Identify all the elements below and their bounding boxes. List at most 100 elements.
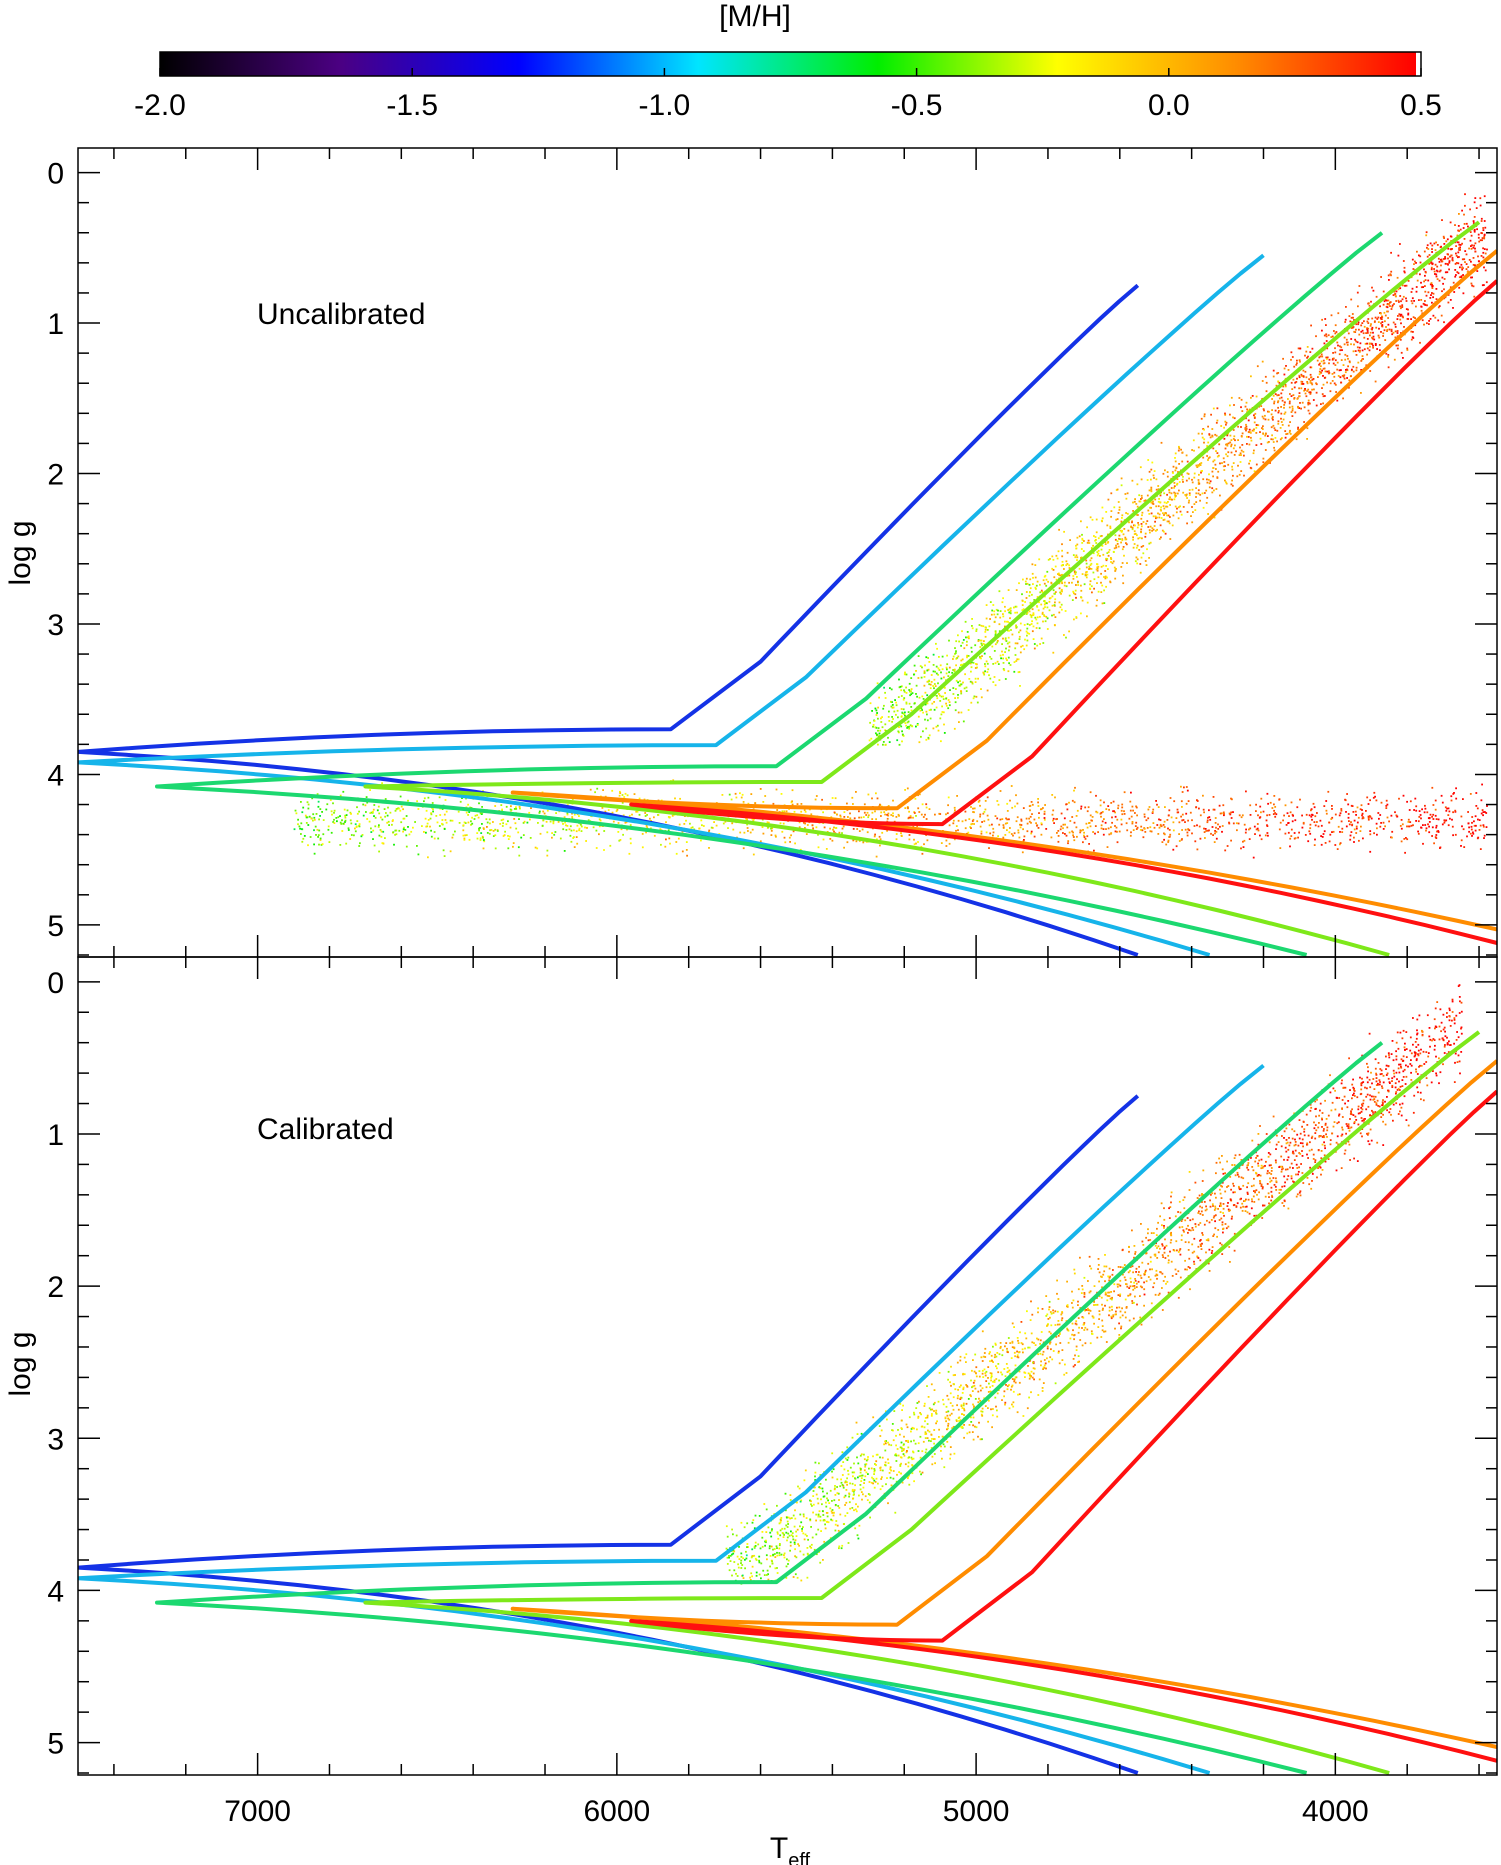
scatter-point bbox=[1419, 255, 1422, 258]
scatter-point bbox=[1316, 812, 1318, 814]
scatter-point bbox=[1181, 460, 1184, 463]
scatter-point bbox=[1242, 846, 1245, 848]
scatter-point bbox=[438, 825, 441, 827]
scatter-point bbox=[790, 1517, 793, 1519]
scatter-point bbox=[1265, 381, 1268, 384]
scatter-point bbox=[1384, 339, 1387, 341]
scatter-point bbox=[1414, 317, 1416, 319]
scatter-point bbox=[1338, 814, 1341, 817]
scatter-point bbox=[908, 725, 911, 728]
scatter-point bbox=[872, 724, 875, 726]
scatter-point bbox=[996, 640, 999, 642]
scatter-point bbox=[1290, 828, 1293, 831]
scatter-point bbox=[1015, 660, 1018, 662]
scatter-point bbox=[1274, 815, 1277, 818]
scatter-point bbox=[1126, 492, 1129, 495]
scatter-point bbox=[1233, 454, 1236, 456]
scatter-point bbox=[1077, 584, 1080, 586]
scatter-point bbox=[1029, 613, 1032, 616]
scatter-point bbox=[1037, 801, 1039, 804]
scatter-point bbox=[1483, 237, 1486, 240]
scatter-point bbox=[1225, 421, 1228, 424]
scatter-point bbox=[601, 807, 604, 809]
scatter-point bbox=[1024, 580, 1027, 583]
scatter-point bbox=[1411, 297, 1414, 300]
colorbar-end-cap bbox=[1416, 52, 1421, 76]
scatter-point bbox=[961, 630, 963, 633]
scatter-point bbox=[1004, 610, 1006, 613]
scatter-point bbox=[1241, 410, 1244, 412]
scatter-point bbox=[1430, 262, 1432, 264]
scatter-point bbox=[1120, 531, 1123, 533]
scatter-point bbox=[1283, 406, 1285, 409]
scatter-point bbox=[874, 707, 877, 710]
scatter-point bbox=[1273, 402, 1275, 405]
scatter-point bbox=[900, 695, 903, 697]
scatter-point bbox=[1450, 254, 1453, 257]
scatter-point bbox=[1355, 1119, 1358, 1121]
scatter-point bbox=[398, 807, 400, 810]
scatter-point bbox=[1308, 830, 1311, 833]
scatter-point bbox=[812, 827, 814, 830]
scatter-point bbox=[1199, 493, 1202, 496]
isochrone-line bbox=[510, 249, 1497, 932]
scatter-point bbox=[1223, 437, 1226, 440]
scatter-point bbox=[1176, 478, 1179, 480]
scatter-point bbox=[751, 1548, 754, 1551]
scatter-point bbox=[522, 834, 525, 836]
scatter-point bbox=[1132, 538, 1134, 541]
scatter-point bbox=[1247, 1198, 1250, 1201]
scatter-point bbox=[1399, 305, 1402, 308]
scatter-point bbox=[441, 819, 444, 821]
scatter-point bbox=[1298, 376, 1301, 379]
scatter-point bbox=[1132, 829, 1135, 831]
scatter-point bbox=[505, 805, 508, 808]
scatter-point bbox=[297, 818, 299, 821]
scatter-point bbox=[1004, 1345, 1006, 1348]
scatter-point bbox=[330, 810, 333, 813]
scatter-point bbox=[1340, 381, 1342, 384]
scatter-point bbox=[1157, 806, 1160, 808]
scatter-point bbox=[1323, 1141, 1325, 1144]
scatter-point bbox=[1110, 802, 1113, 804]
scatter-point bbox=[798, 826, 801, 829]
scatter-point bbox=[875, 818, 877, 821]
scatter-point bbox=[1172, 821, 1175, 824]
scatter-point bbox=[1347, 1127, 1350, 1129]
scatter-point bbox=[884, 1442, 887, 1445]
scatter-point bbox=[1100, 519, 1103, 522]
scatter-point bbox=[1290, 381, 1293, 384]
scatter-point bbox=[659, 828, 662, 831]
y-tick-label: 4 bbox=[47, 759, 64, 792]
scatter-point bbox=[1004, 620, 1006, 623]
scatter-point bbox=[1163, 820, 1166, 823]
scatter-point bbox=[921, 852, 924, 855]
scatter-point bbox=[1274, 429, 1277, 431]
scatter-point bbox=[1478, 829, 1481, 831]
scatter-point bbox=[675, 841, 678, 843]
scatter-point bbox=[1292, 378, 1295, 381]
scatter-point bbox=[1158, 498, 1160, 500]
scatter-point bbox=[866, 831, 869, 834]
scatter-point bbox=[462, 824, 465, 827]
scatter-point bbox=[1323, 367, 1326, 370]
scatter-point bbox=[948, 824, 951, 827]
scatter-point bbox=[1434, 814, 1437, 817]
scatter-point bbox=[800, 1499, 803, 1502]
scatter-point bbox=[1154, 515, 1157, 518]
scatter-point bbox=[1205, 1239, 1208, 1241]
scatter-point bbox=[1307, 403, 1310, 406]
scatter-point bbox=[1470, 234, 1473, 237]
scatter-point bbox=[900, 834, 903, 837]
scatter-point bbox=[1151, 812, 1154, 814]
scatter-point bbox=[1405, 837, 1407, 839]
scatter-point bbox=[945, 702, 947, 705]
scatter-point bbox=[1282, 418, 1285, 421]
scatter-point bbox=[1075, 616, 1078, 618]
scatter-point bbox=[1361, 329, 1364, 332]
scatter-point bbox=[1363, 336, 1366, 339]
scatter-point bbox=[896, 709, 899, 712]
scatter-point bbox=[908, 682, 911, 685]
scatter-point bbox=[1253, 1177, 1255, 1180]
scatter-point bbox=[1452, 834, 1454, 837]
